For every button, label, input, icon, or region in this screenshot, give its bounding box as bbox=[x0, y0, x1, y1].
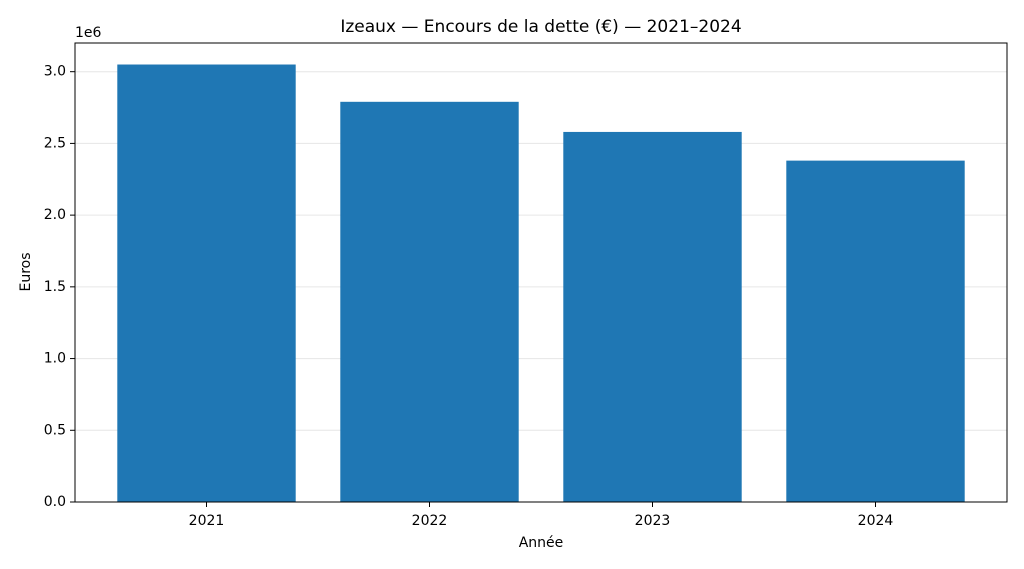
y-tick-label: 2.0 bbox=[44, 207, 66, 223]
bar bbox=[117, 64, 296, 502]
x-tick-label: 2023 bbox=[635, 513, 671, 529]
chart-title: Izeaux — Encours de la dette (€) — 2021–… bbox=[340, 17, 741, 37]
bar bbox=[786, 160, 965, 502]
y-tick-label: 0.5 bbox=[44, 422, 66, 438]
y-tick-label: 2.5 bbox=[44, 135, 66, 151]
y-tick-label: 1.5 bbox=[44, 279, 66, 295]
bar bbox=[563, 131, 742, 502]
x-tick-label: 2024 bbox=[858, 513, 894, 529]
x-axis-label: Année bbox=[519, 535, 564, 551]
y-tick-label: 3.0 bbox=[44, 64, 66, 80]
y-offset-label: 1e6 bbox=[75, 25, 102, 41]
plot-frame bbox=[74, 42, 1008, 503]
x-tick-label: 2022 bbox=[412, 513, 448, 529]
y-axis-label: Euros bbox=[18, 252, 34, 291]
x-tick-label: 2021 bbox=[189, 513, 225, 529]
y-tick-label: 1.0 bbox=[44, 351, 66, 367]
y-tick-label: 0.0 bbox=[44, 494, 66, 510]
bar bbox=[340, 101, 519, 502]
